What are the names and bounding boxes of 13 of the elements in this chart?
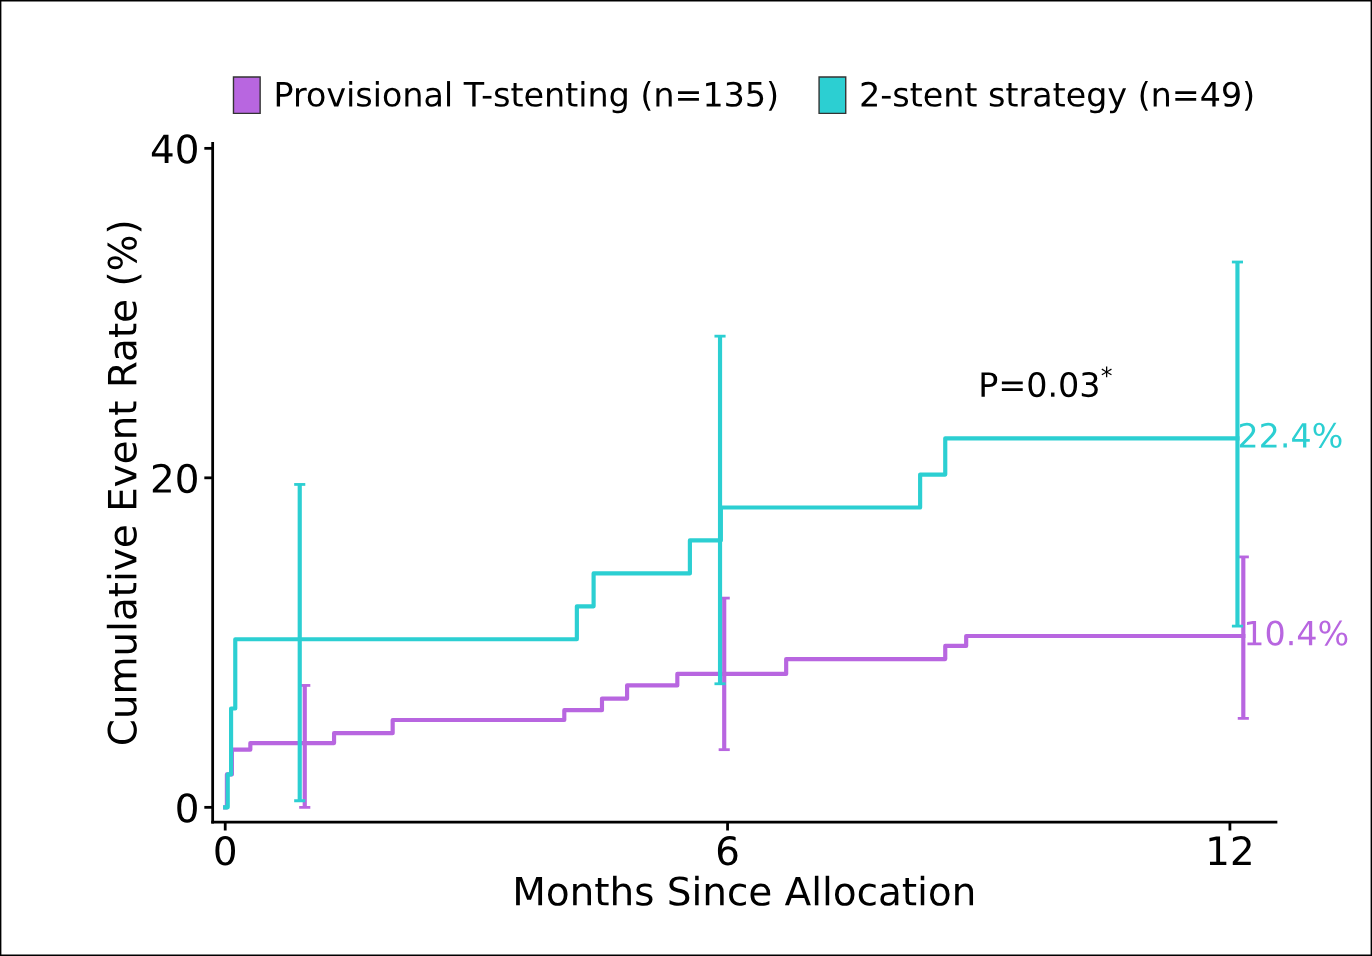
y-tick-label: 0 bbox=[177, 793, 197, 823]
x-tick-label: 12 bbox=[1209, 836, 1251, 865]
annotation: 10.4% bbox=[1246, 620, 1348, 646]
legend-label: Provisional T-stenting (n=135) bbox=[276, 81, 777, 114]
annotation: P=0.03$^{*}$ bbox=[981, 366, 1112, 398]
x-tick-label: 6 bbox=[717, 836, 738, 866]
legend-label: 2-stent strategy (n=49) bbox=[861, 81, 1253, 114]
y-tick-label: 20 bbox=[152, 463, 197, 494]
annotation: 22.4% bbox=[1239, 422, 1342, 448]
x-axis-title: Months Since Allocation bbox=[516, 875, 974, 906]
y-tick-label: 40 bbox=[151, 134, 197, 164]
x-tick-label: 0 bbox=[215, 836, 236, 866]
y-axis-title: Cumulative Event Rate (%) bbox=[106, 222, 142, 745]
